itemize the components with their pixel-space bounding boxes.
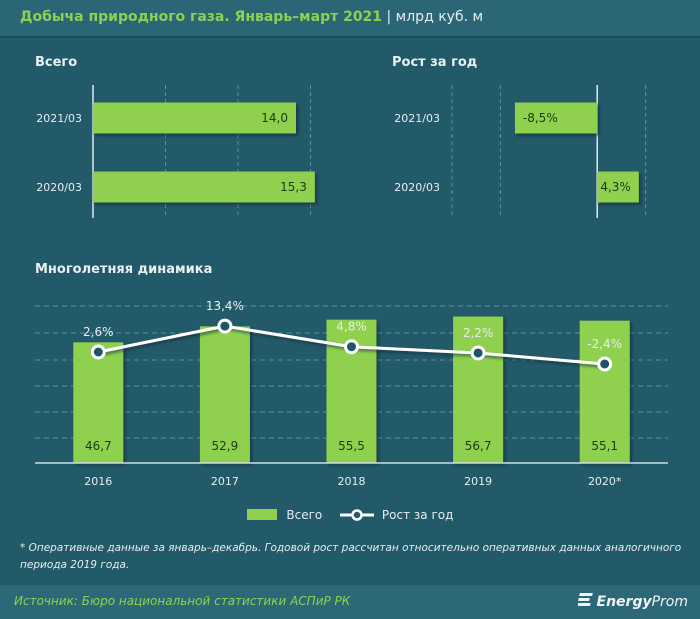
unit-label: млрд куб. м (395, 9, 484, 25)
legend-bar-swatch (246, 509, 277, 520)
bar (579, 320, 630, 463)
growth-label: -2,4% (587, 337, 622, 351)
growth-point (90, 344, 106, 360)
growth-point (217, 318, 233, 334)
x-tick-label: 2020* (588, 475, 622, 488)
title-text: Добыча природного газа. Январь–март 2021 (20, 9, 383, 25)
bar (93, 102, 296, 134)
data-label: 14,0 (261, 111, 288, 125)
bar-value-label: 55,5 (338, 439, 365, 453)
bar-value-label: 46,7 (85, 439, 112, 453)
x-tick-label: 2017 (211, 475, 239, 488)
category-label: 2021/03 (394, 112, 440, 125)
x-tick-label: 2019 (464, 475, 492, 488)
title-separator: | (382, 9, 396, 25)
logo-icon (576, 593, 593, 606)
x-tick-label: 2016 (84, 475, 112, 488)
footer: Источник: Бюро национальной статистики А… (0, 585, 700, 619)
x-tick-label: 2018 (338, 475, 366, 488)
bar-value-label: 52,9 (212, 439, 239, 453)
footnote: * Оперативные данные за январь–декабрь. … (20, 542, 682, 571)
category-label: 2020/03 (36, 181, 82, 194)
bar (514, 102, 598, 134)
growth-label: 13,4% (206, 299, 244, 313)
legend: Всего Рост за год (0, 507, 700, 522)
bar-value-label: 55,1 (591, 439, 618, 453)
category-label: 2020/03 (394, 181, 440, 194)
legend-line-icon (340, 507, 375, 522)
growth-point (470, 345, 486, 361)
charts-canvas: 2021/03 14,0 2020/03 15,3 2021/03 -8,5% 2020/0… (35, 85, 668, 488)
bar (597, 171, 639, 203)
source-text: Источник: Бюро национальной статистики А… (14, 594, 351, 608)
bar (73, 342, 124, 463)
bar (199, 326, 250, 463)
legend-bar-label: Всего (286, 507, 323, 522)
chart-title-growth: Рост за год (392, 55, 478, 70)
logo-bold: Energy (596, 594, 652, 610)
bar-value-label: 56,7 (465, 439, 492, 453)
logo-rest: Prom (651, 594, 688, 610)
energyprom-logo: EnergyProm (576, 592, 688, 610)
bar (93, 171, 315, 203)
growth-label: 2,6% (83, 325, 114, 339)
category-label: 2021/03 (36, 112, 82, 125)
data-label: -8,5% (523, 111, 558, 125)
growth-label: 4,8% (336, 320, 367, 334)
legend-line-label: Рост за год (381, 507, 454, 522)
header: Добыча природного газа. Январь–март 2021… (0, 0, 700, 38)
data-label: 15,3 (280, 180, 307, 194)
growth-point (597, 356, 613, 372)
page-title: Добыча природного газа. Январь–март 2021… (20, 9, 483, 25)
data-label: 4,3% (600, 180, 631, 194)
growth-label: 2,2% (463, 326, 494, 340)
bar (453, 316, 504, 463)
growth-point (344, 339, 359, 355)
chart-title-multiyear: Многолетняя динамика (35, 262, 213, 277)
chart-title-total: Всего (35, 55, 78, 70)
